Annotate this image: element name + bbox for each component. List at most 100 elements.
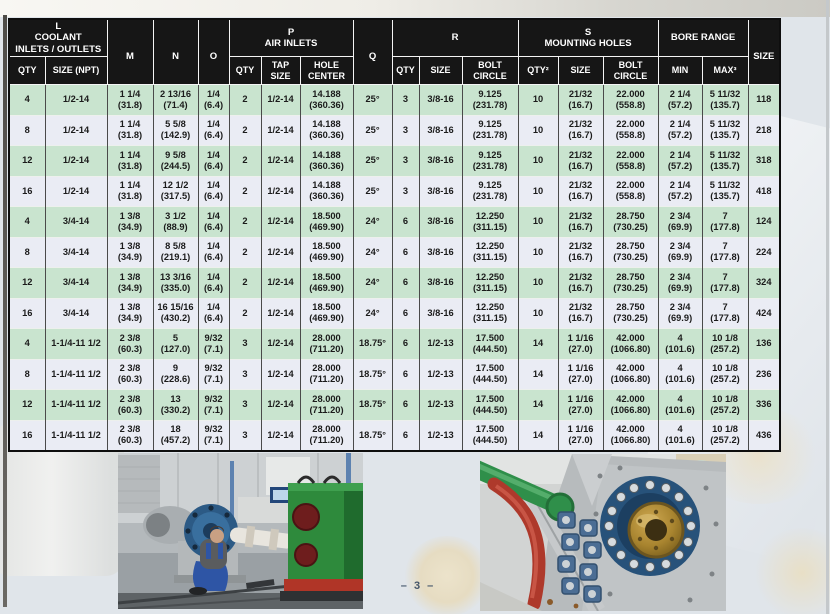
table-cell: 10 xyxy=(517,267,559,299)
table-cell: 28.750 (730.25) xyxy=(602,267,659,299)
table-cell: 28.750 (730.25) xyxy=(602,206,659,238)
table-cell: 5 11/32 (135.7) xyxy=(701,175,749,207)
table-cell: 18.75° xyxy=(352,328,393,360)
table-cell: 4 xyxy=(8,84,46,116)
table-cell: 18.75° xyxy=(352,389,393,421)
table-cell: 5 11/32 (135.7) xyxy=(701,114,749,146)
column-subheader: SIZE xyxy=(418,56,463,86)
table-cell: 1 3/8 (34.9) xyxy=(106,297,154,329)
table-cell: 2 xyxy=(228,145,262,177)
table-cell: 1/2-14 xyxy=(260,175,301,207)
table-cell: 1 3/8 (34.9) xyxy=(106,236,154,268)
table-cell: 1 3/8 (34.9) xyxy=(106,206,154,238)
table-cell: 1/4 (6.4) xyxy=(197,236,230,268)
table-cell: 22.000 (558.8) xyxy=(602,84,659,116)
table-cell: 3 xyxy=(391,175,420,207)
table-cell: 10 1/8 (257.2) xyxy=(701,358,749,390)
table-cell: 10 xyxy=(517,175,559,207)
table-cell: 1 1/4 (31.8) xyxy=(106,114,154,146)
workshop-scene-image xyxy=(118,453,363,609)
table-row: 16 3/4-14 1 3/8 (34.9) 16 15/16 (430.2) 1/4 … xyxy=(8,297,781,329)
table-cell: 4 (101.6) xyxy=(657,389,703,421)
column-subheader: BOLT CIRCLE xyxy=(602,56,659,86)
table-cell: 18.500 (469.90) xyxy=(299,236,354,268)
table-cell: 1/2-14 xyxy=(260,389,301,421)
table-row: 8 3/4-14 1 3/8 (34.9) 8 5/8 (219.1) 1/4 (6.4… xyxy=(8,236,781,268)
table-cell: 5 (127.0) xyxy=(152,328,199,360)
table-cell: 25° xyxy=(352,145,393,177)
column-group-header: S MOUNTING HOLES xyxy=(517,18,659,58)
table-cell: 22.000 (558.8) xyxy=(602,114,659,146)
table-cell: 3/4-14 xyxy=(44,236,108,268)
column-subheader: HOLE CENTER xyxy=(299,56,354,86)
table-cell: 8 xyxy=(8,358,46,390)
table-cell: 2 1/4 (57.2) xyxy=(657,175,703,207)
table-cell: 1/4 (6.4) xyxy=(197,145,230,177)
table-cell: 4 (101.6) xyxy=(657,328,703,360)
table-cell: 2 13/16 (71.4) xyxy=(152,84,199,116)
table-cell: 14 xyxy=(517,358,559,390)
table-cell: 9.125 (231.78) xyxy=(461,114,519,146)
table-cell: 2 xyxy=(228,206,262,238)
table-cell: 6 xyxy=(391,358,420,390)
table-cell: 10 1/8 (257.2) xyxy=(701,419,749,452)
table-cell: 9 (228.6) xyxy=(152,358,199,390)
table-cell: 5 5/8 (142.9) xyxy=(152,114,199,146)
table-cell: 14.188 (360.36) xyxy=(299,84,354,116)
table-cell: 28.750 (730.25) xyxy=(602,236,659,268)
table-cell: 2 3/4 (69.9) xyxy=(657,297,703,329)
table-cell: 1 1/4 (31.8) xyxy=(106,84,154,116)
table-cell: 1/2-14 xyxy=(260,206,301,238)
table-cell: 2 3/8 (60.3) xyxy=(106,389,154,421)
table-cell: 7 (177.8) xyxy=(701,297,749,329)
table-cell: 324 xyxy=(747,267,781,299)
table-cell: 7 (177.8) xyxy=(701,236,749,268)
table-cell: 1/2-13 xyxy=(418,358,463,390)
table-cell: 18.75° xyxy=(352,358,393,390)
table-cell: 14.188 (360.36) xyxy=(299,114,354,146)
table-cell: 24° xyxy=(352,236,393,268)
column-group-header: O xyxy=(197,18,230,86)
table-cell: 14.188 (360.36) xyxy=(299,175,354,207)
table-row: 8 1/2-14 1 1/4 (31.8) 5 5/8 (142.9) 1/4 (6.4… xyxy=(8,114,781,146)
table-cell: 16 xyxy=(8,297,46,329)
background-blob xyxy=(752,528,830,614)
table-cell: 3 xyxy=(391,114,420,146)
clutch-closeup-photo xyxy=(480,454,726,611)
table-cell: 1-1/4-11 1/2 xyxy=(44,358,108,390)
table-cell: 2 1/4 (57.2) xyxy=(657,84,703,116)
column-group-header: M xyxy=(106,18,154,86)
table-cell: 2 3/4 (69.9) xyxy=(657,267,703,299)
table-cell: 14 xyxy=(517,328,559,360)
column-subheader: TAP SIZE xyxy=(260,56,301,86)
table-cell: 28.000 (711.20) xyxy=(299,389,354,421)
table-cell: 24° xyxy=(352,297,393,329)
table-cell: 9.125 (231.78) xyxy=(461,145,519,177)
table-cell: 12 xyxy=(8,145,46,177)
table-cell: 10 xyxy=(517,145,559,177)
table-cell: 21/32 (16.7) xyxy=(557,236,604,268)
table-cell: 10 xyxy=(517,297,559,329)
table-cell: 2 xyxy=(228,267,262,299)
table-cell: 2 xyxy=(228,236,262,268)
table-cell: 2 xyxy=(228,175,262,207)
column-group-header: Q xyxy=(352,18,393,86)
table-cell: 1/4 (6.4) xyxy=(197,175,230,207)
table-cell: 1/2-13 xyxy=(418,328,463,360)
table-cell: 12 xyxy=(8,267,46,299)
table-cell: 218 xyxy=(747,114,781,146)
table-cell: 1/2-14 xyxy=(260,267,301,299)
table-cell: 424 xyxy=(747,297,781,329)
column-subheader: MIN xyxy=(657,56,703,86)
table-cell: 6 xyxy=(391,419,420,452)
table-cell: 25° xyxy=(352,175,393,207)
table-cell: 1/2-14 xyxy=(44,175,108,207)
table-cell: 6 xyxy=(391,389,420,421)
column-subheader: QTY xyxy=(228,56,262,86)
table-cell: 12.250 (311.15) xyxy=(461,236,519,268)
page-top-margin xyxy=(0,0,830,17)
table-cell: 3 1/2 (88.9) xyxy=(152,206,199,238)
table-cell: 12.250 (311.15) xyxy=(461,267,519,299)
table-cell: 18 (457.2) xyxy=(152,419,199,452)
table-cell: 4 xyxy=(8,206,46,238)
